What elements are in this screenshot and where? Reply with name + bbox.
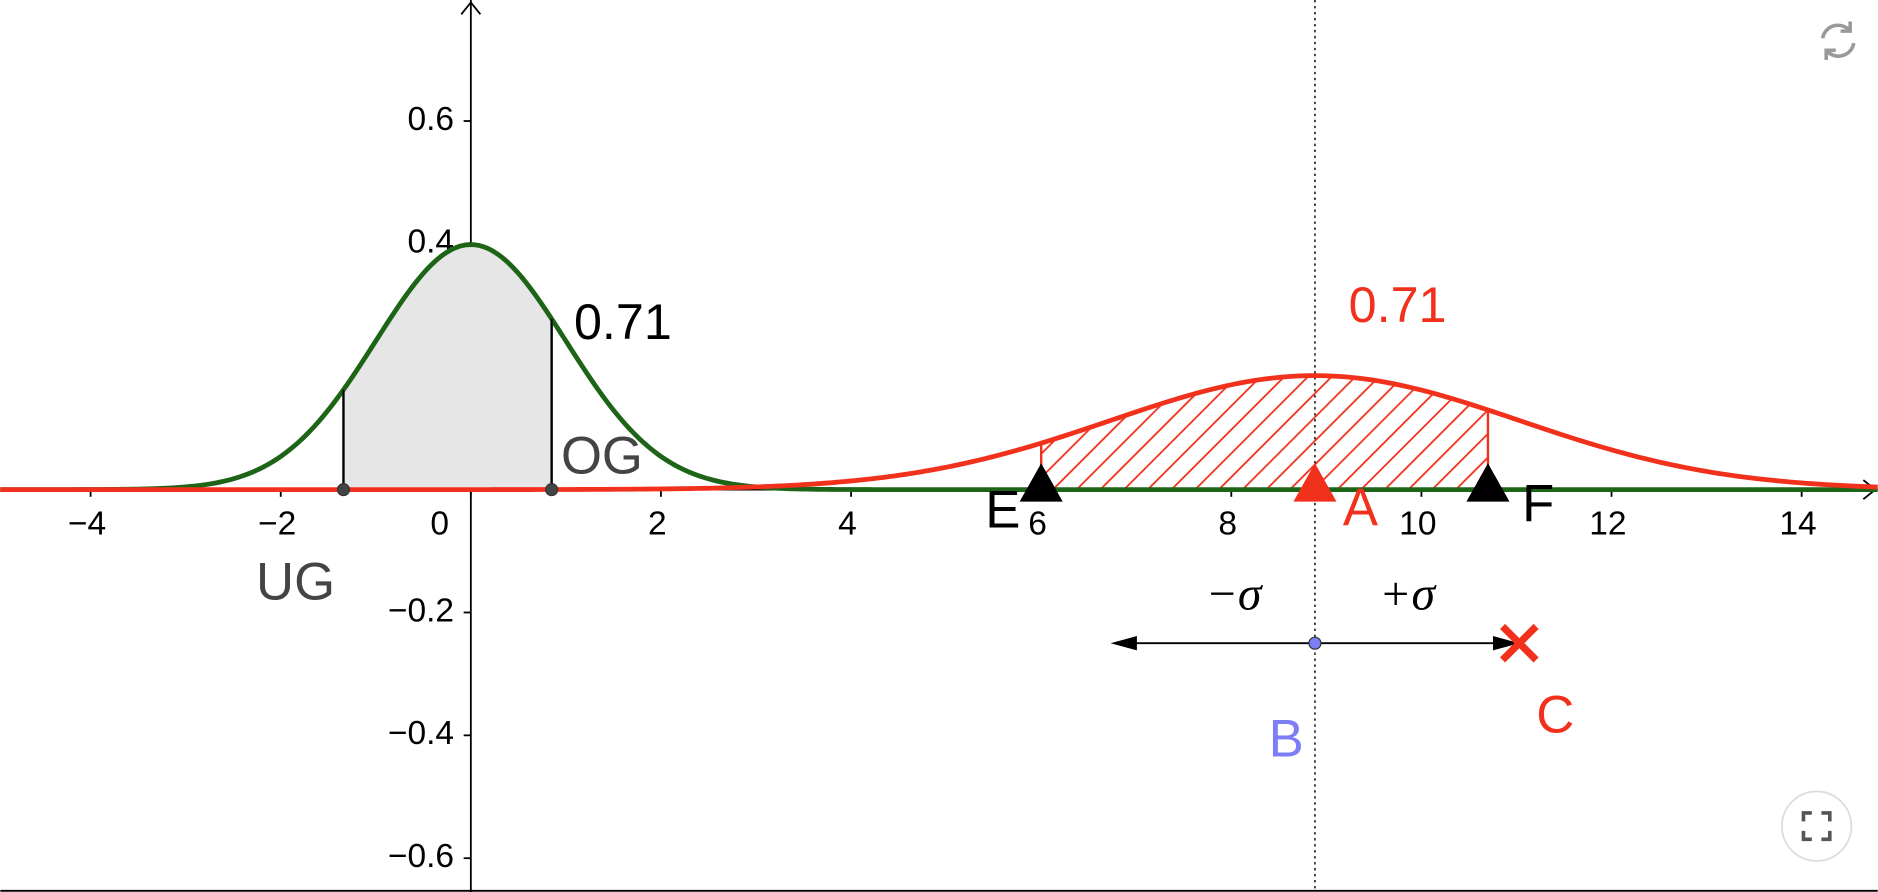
point <box>1500 623 1539 663</box>
point-label: F <box>1522 474 1554 533</box>
annotation: 0.71 <box>1349 276 1447 333</box>
point <box>1019 463 1063 502</box>
refresh-icon[interactable] <box>1820 21 1856 60</box>
x-tick-label: 4 <box>838 505 857 542</box>
arrow-head <box>1492 636 1520 651</box>
y-axis-arrow <box>460 0 482 15</box>
annotation: +σ <box>1379 568 1437 621</box>
y-tick-label: 0.6 <box>407 101 454 138</box>
shaded-area <box>1039 374 1490 491</box>
point <box>1466 463 1510 502</box>
x-tick-label: −4 <box>68 505 106 542</box>
x-tick-label: 0 <box>430 505 449 542</box>
x-tick-label: 6 <box>1028 505 1047 542</box>
point <box>1293 463 1337 502</box>
y-tick-label: −0.2 <box>388 592 454 629</box>
annotation: −σ <box>1206 568 1264 621</box>
density-curve <box>0 373 1878 493</box>
point <box>336 483 351 497</box>
point-label: B <box>1269 709 1304 768</box>
x-tick-label: 8 <box>1218 505 1237 542</box>
x-tick-label: 14 <box>1779 505 1816 542</box>
y-tick-label: −0.4 <box>388 715 454 752</box>
y-tick-label: −0.6 <box>388 838 454 875</box>
point-label: C <box>1536 686 1574 745</box>
density-curve <box>0 242 1878 493</box>
point-label: E <box>985 480 1020 539</box>
x-tick-label: 2 <box>648 505 667 542</box>
point-label: OG <box>561 427 643 486</box>
arrow-head <box>1110 636 1137 651</box>
point <box>1308 636 1322 650</box>
annotation: 0.71 <box>574 293 672 350</box>
point-label: UG <box>256 552 335 611</box>
shaded-area <box>342 243 553 491</box>
point <box>545 483 559 497</box>
x-tick-label: 10 <box>1399 505 1436 542</box>
x-tick-label: 12 <box>1589 505 1626 542</box>
point-label: A <box>1343 478 1379 537</box>
fullscreen-button[interactable] <box>1781 790 1853 862</box>
x-tick-label: −2 <box>258 505 296 542</box>
